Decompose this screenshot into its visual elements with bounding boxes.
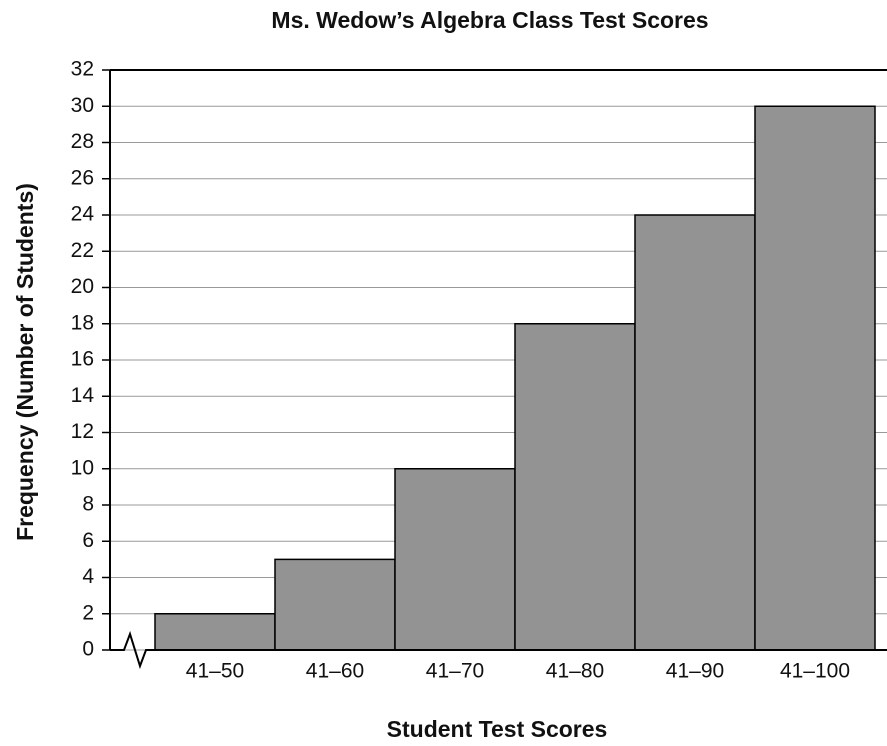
x-tick-label: 41–80: [546, 660, 604, 683]
x-tick-label: 41–100: [780, 660, 850, 683]
y-tick-label: 6: [82, 529, 94, 552]
x-axis: [110, 630, 887, 670]
y-axis-label: Frequency (Number of Students): [12, 183, 38, 541]
y-tick-label: 32: [71, 58, 94, 81]
bar: [514, 323, 636, 651]
y-tick-label: 16: [71, 348, 94, 371]
y-tick-label: 14: [71, 384, 95, 407]
bar: [754, 105, 876, 651]
y-tick-label: 8: [82, 493, 94, 516]
x-tick-label: 41–90: [666, 660, 724, 683]
y-tick-label: 24: [71, 203, 95, 226]
bar: [274, 558, 396, 651]
y-tick-label: 2: [82, 601, 94, 624]
y-tick-label: 22: [71, 239, 94, 262]
y-tick-label: 30: [71, 94, 94, 117]
x-tick-label: 41–70: [426, 660, 484, 683]
bar: [394, 468, 516, 651]
y-tick-label: 12: [71, 420, 94, 443]
x-axis-label: Student Test Scores: [387, 716, 608, 742]
chart-title: Ms. Wedow’s Algebra Class Test Scores: [271, 7, 708, 33]
bar: [154, 613, 276, 651]
x-tick-label: 41–60: [306, 660, 364, 683]
y-tick-label: 10: [71, 456, 94, 479]
x-tick-label: 41–50: [186, 660, 244, 683]
y-tick-label: 26: [71, 166, 94, 189]
y-tick-label: 20: [71, 275, 94, 298]
y-tick-label: 28: [71, 130, 94, 153]
bar: [634, 214, 756, 651]
y-tick-label: 4: [82, 565, 94, 588]
y-tick-label: 18: [71, 311, 94, 334]
y-tick-label: 0: [82, 638, 94, 661]
